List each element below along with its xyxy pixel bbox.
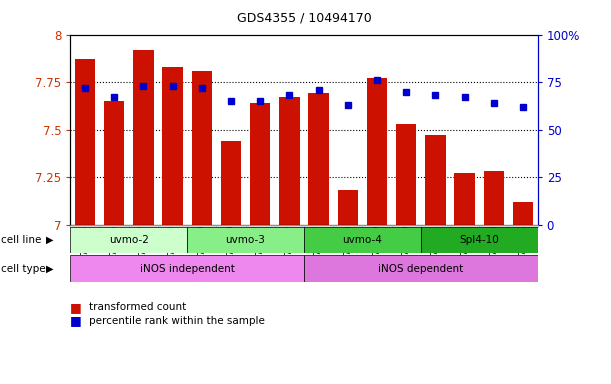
Bar (455, 173, 475, 225)
Bar (396, 124, 417, 225)
Bar (104, 101, 124, 225)
Bar (333, 225, 362, 227)
Text: GSM796432: GSM796432 (285, 225, 294, 271)
Text: GSM796427: GSM796427 (139, 225, 148, 271)
Bar (508, 225, 538, 227)
Bar (216, 225, 246, 227)
Bar (75, 59, 95, 225)
Bar (304, 255, 538, 282)
Bar (246, 225, 275, 227)
Bar (191, 71, 212, 225)
Bar (421, 225, 450, 227)
Bar (275, 225, 304, 227)
Bar (337, 190, 358, 225)
Text: iNOS independent: iNOS independent (140, 264, 235, 274)
Bar (309, 93, 329, 225)
Bar (187, 225, 216, 227)
Bar (70, 225, 100, 227)
Bar (129, 225, 158, 227)
Bar (250, 103, 271, 225)
Text: GDS4355 / 10494170: GDS4355 / 10494170 (236, 12, 371, 25)
Text: GSM796429: GSM796429 (197, 225, 207, 271)
Bar (158, 225, 187, 227)
Text: GSM796431: GSM796431 (255, 225, 265, 271)
Text: ▶: ▶ (46, 264, 53, 274)
Text: uvmo-4: uvmo-4 (342, 235, 382, 245)
Text: GSM796418: GSM796418 (343, 225, 353, 271)
Bar (70, 255, 304, 282)
Text: GSM796419: GSM796419 (373, 225, 381, 271)
Bar (279, 97, 299, 225)
Bar (100, 225, 129, 227)
Bar (304, 227, 421, 253)
Text: Spl4-10: Spl4-10 (459, 235, 499, 245)
Text: GSM796420: GSM796420 (401, 225, 411, 271)
Text: GSM796425: GSM796425 (81, 225, 89, 271)
Bar (187, 227, 304, 253)
Bar (304, 225, 333, 227)
Text: GSM796422: GSM796422 (460, 225, 469, 271)
Text: transformed count: transformed count (89, 302, 186, 312)
Bar (479, 225, 508, 227)
Text: ▶: ▶ (46, 235, 53, 245)
Text: GSM796421: GSM796421 (431, 225, 440, 271)
Text: ■: ■ (70, 314, 82, 327)
Text: cell line: cell line (1, 235, 41, 245)
Bar (133, 50, 153, 225)
Bar (425, 135, 445, 225)
Bar (163, 67, 183, 225)
Text: percentile rank within the sample: percentile rank within the sample (89, 316, 265, 326)
Text: uvmo-2: uvmo-2 (109, 235, 148, 245)
Text: uvmo-3: uvmo-3 (225, 235, 266, 245)
Text: iNOS dependent: iNOS dependent (378, 264, 464, 274)
Bar (70, 227, 187, 253)
Bar (362, 225, 392, 227)
Text: GSM796423: GSM796423 (489, 225, 499, 271)
Bar (421, 227, 538, 253)
Bar (221, 141, 241, 225)
Text: GSM796417: GSM796417 (314, 225, 323, 271)
Bar (484, 171, 504, 225)
Text: GSM796426: GSM796426 (109, 225, 119, 271)
Bar (367, 78, 387, 225)
Text: cell type: cell type (1, 264, 45, 274)
Bar (450, 225, 479, 227)
Bar (513, 202, 533, 225)
Bar (392, 225, 421, 227)
Text: GSM796430: GSM796430 (227, 225, 235, 271)
Text: ■: ■ (70, 301, 82, 314)
Text: GSM796428: GSM796428 (168, 225, 177, 271)
Text: GSM796424: GSM796424 (519, 225, 527, 271)
